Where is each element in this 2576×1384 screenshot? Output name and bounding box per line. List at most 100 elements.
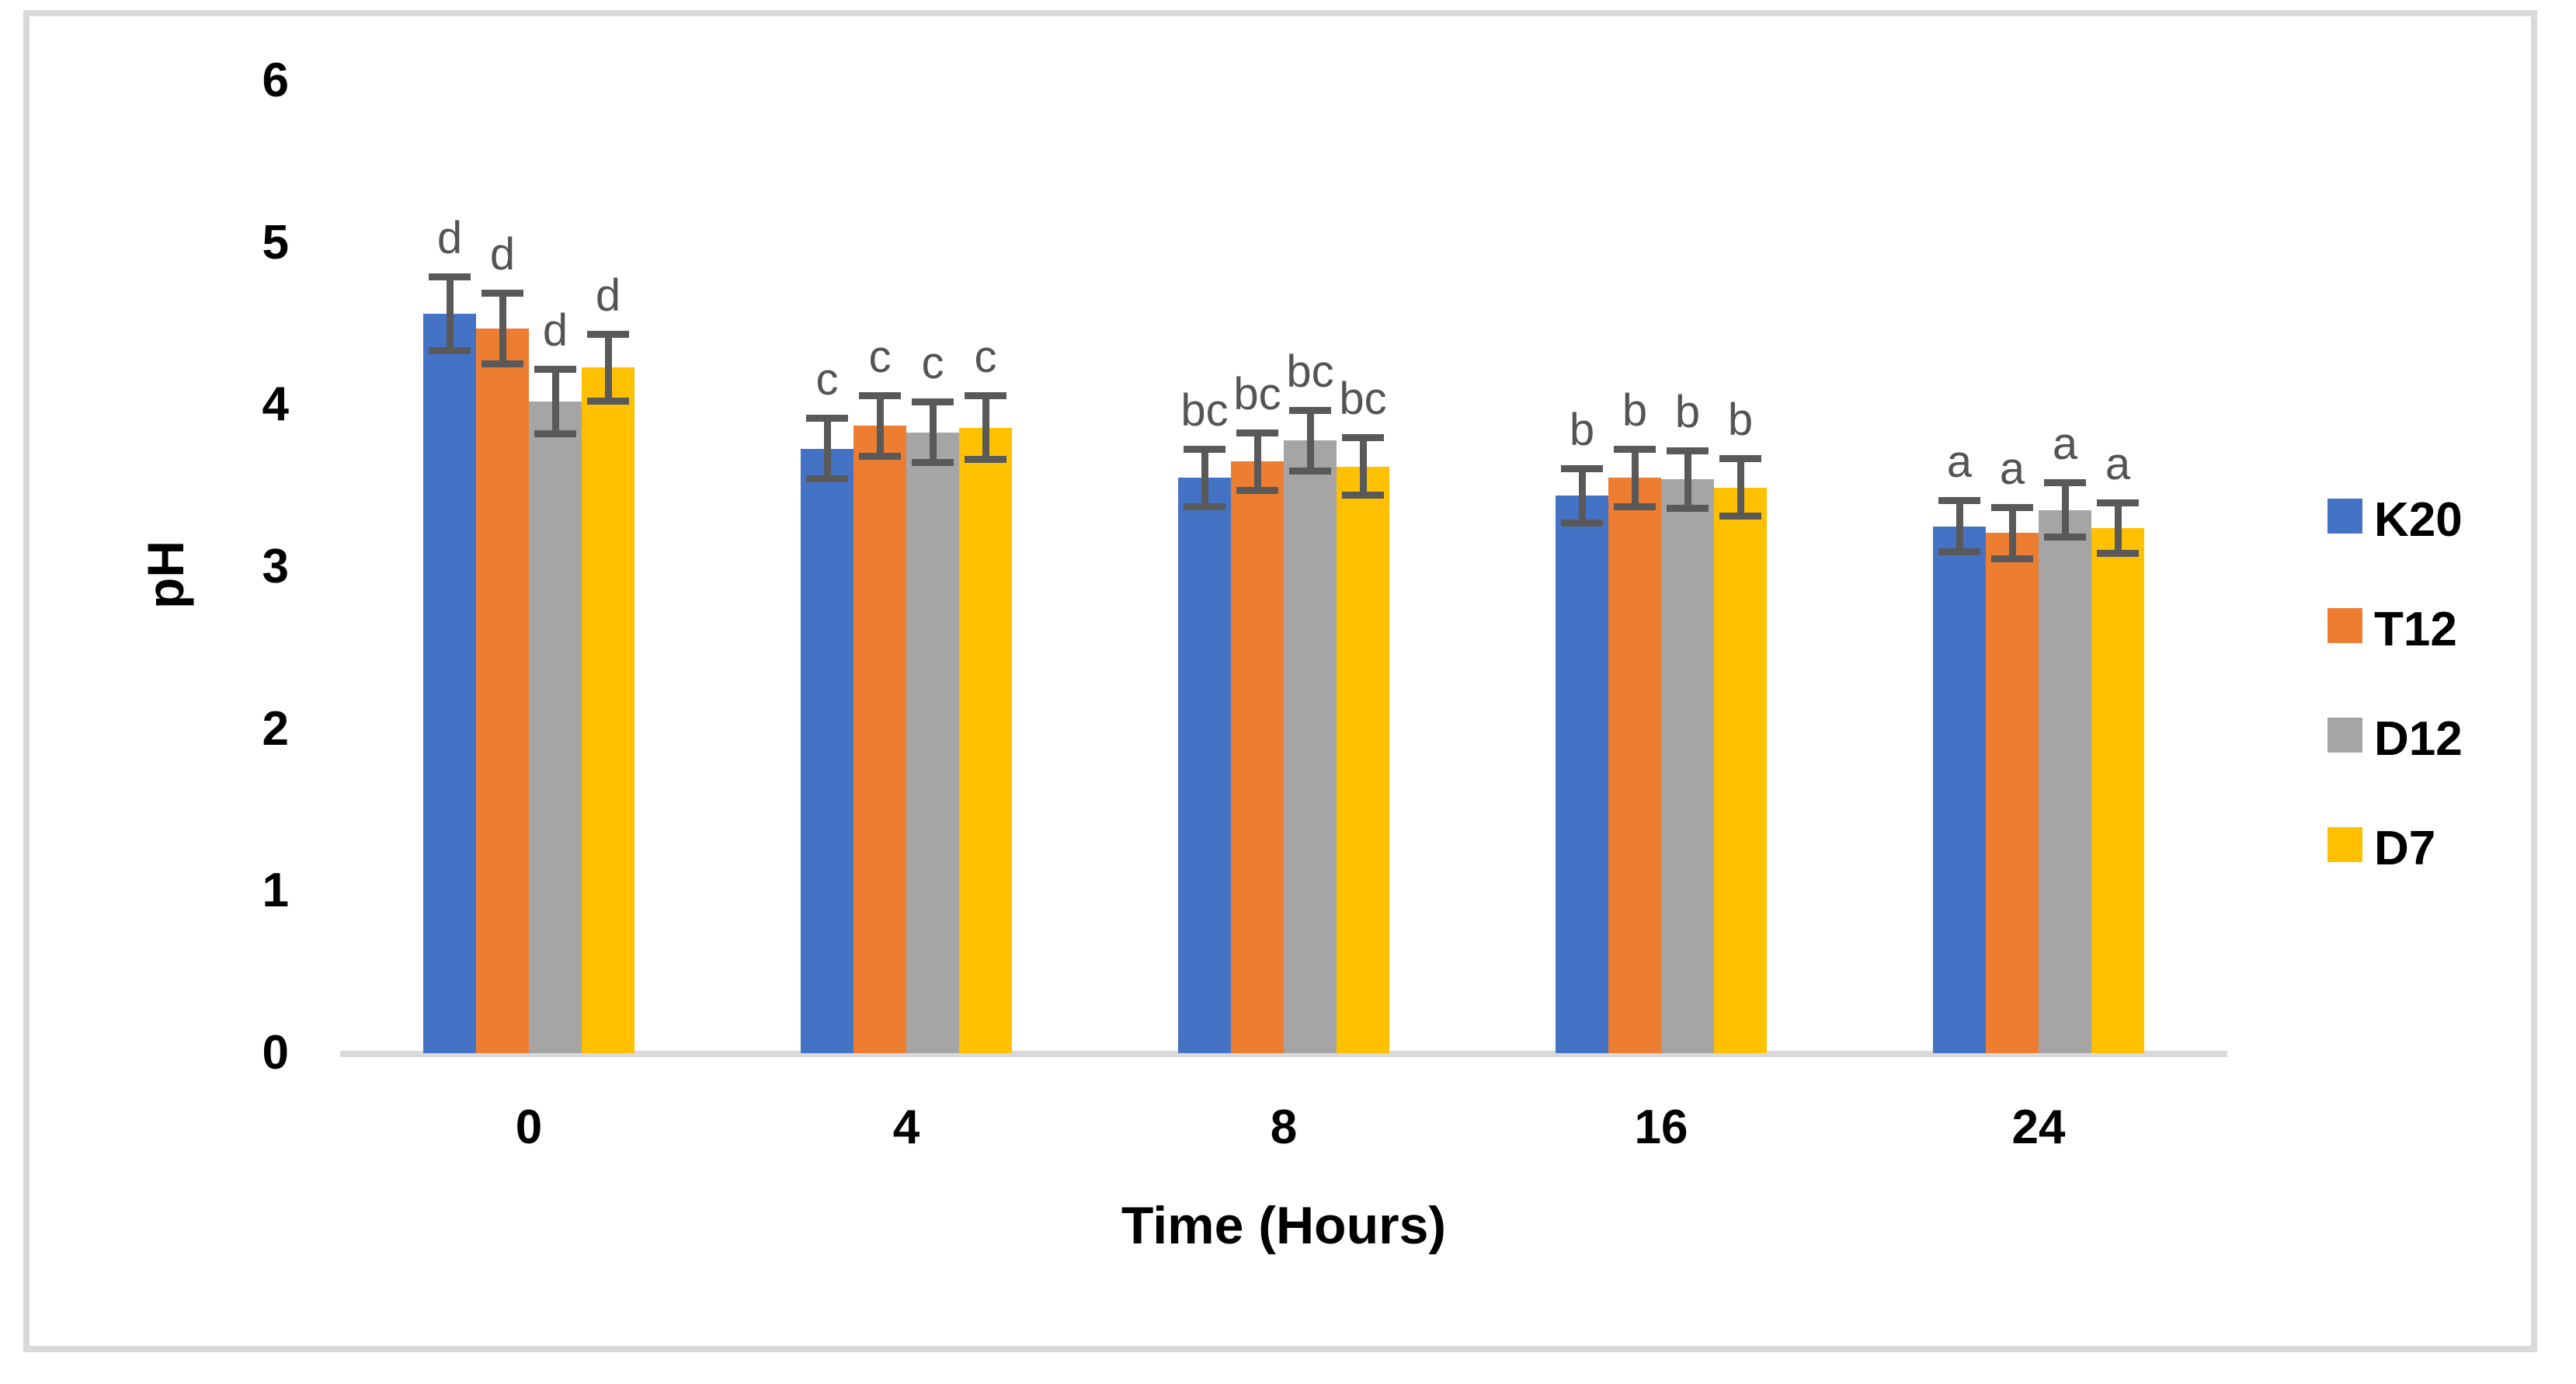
significance-letter-K20-24: a [1946, 436, 1973, 488]
error-bar-D12-24 [2061, 482, 2069, 538]
y-tick-label-5: 5 [262, 215, 289, 269]
y-tick-label-3: 3 [262, 539, 289, 593]
error-cap-top-D12-0 [534, 366, 576, 374]
error-cap-bottom-K20-0 [429, 347, 471, 355]
y-tick-label-2: 2 [262, 701, 289, 756]
error-cap-top-K20-0 [429, 273, 471, 281]
error-cap-bottom-D7-16 [1719, 513, 1761, 520]
error-cap-bottom-D12-0 [534, 429, 576, 437]
error-bar-T12-4 [876, 395, 884, 457]
significance-letter-D12-24: a [2052, 419, 2078, 470]
error-cap-top-D7-16 [1719, 455, 1761, 463]
error-bar-T12-8 [1253, 432, 1261, 491]
error-cap-bottom-D7-4 [965, 456, 1006, 464]
error-bar-K20-24 [1955, 500, 1963, 553]
error-cap-top-D7-8 [1342, 434, 1384, 442]
bar-K20-24 [1933, 526, 1986, 1053]
error-bar-D7-0 [604, 333, 612, 402]
significance-letter-T12-24: a [1999, 443, 2025, 494]
bar-D7-16 [1714, 487, 1767, 1053]
error-cap-bottom-D7-24 [2097, 550, 2139, 558]
significance-letter-T12-0: d [489, 229, 516, 280]
significance-letter-D7-0: d [595, 269, 621, 321]
significance-letter-K20-0: d [436, 213, 463, 264]
x-axis-title: Time (Hours) [1121, 1196, 1447, 1255]
legend-swatch-K20 [2327, 499, 2362, 534]
error-cap-bottom-D7-0 [587, 398, 629, 405]
x-tick-label-8: 8 [1270, 1101, 1298, 1154]
error-bar-K20-4 [823, 418, 831, 480]
error-cap-top-D7-4 [965, 391, 1006, 399]
bar-D12-0 [529, 402, 582, 1053]
error-cap-bottom-D7-8 [1342, 492, 1384, 499]
bar-K20-16 [1556, 496, 1608, 1053]
significance-letter-D12-0: d [542, 305, 568, 356]
legend-swatch-T12 [2327, 608, 2362, 643]
bar-D7-0 [582, 367, 634, 1053]
error-bar-D7-16 [1736, 458, 1744, 517]
bar-K20-8 [1178, 478, 1231, 1053]
significance-letter-K20-8: bc [1180, 384, 1229, 436]
significance-letter-T12-4: c [868, 331, 892, 382]
y-tick-label-4: 4 [262, 377, 289, 432]
error-bar-D7-8 [1359, 437, 1367, 496]
x-tick-label-0: 0 [515, 1101, 543, 1154]
significance-letter-D12-16: b [1674, 386, 1701, 437]
significance-letter-T12-8: bc [1233, 368, 1281, 419]
significance-letter-D12-4: c [921, 338, 944, 389]
error-bar-K20-16 [1578, 468, 1586, 523]
error-cap-bottom-T12-0 [481, 360, 523, 368]
significance-letter-D7-4: c [974, 331, 997, 382]
error-cap-top-D12-24 [2044, 479, 2086, 487]
error-cap-bottom-D12-8 [1289, 467, 1331, 475]
bar-D12-8 [1284, 440, 1337, 1053]
error-bar-D12-8 [1306, 409, 1314, 471]
error-cap-bottom-T12-8 [1236, 486, 1278, 494]
x-tick-label-16: 16 [1634, 1101, 1688, 1154]
x-tick-label-4: 4 [892, 1101, 920, 1154]
error-bar-K20-8 [1201, 448, 1208, 507]
error-cap-bottom-D12-24 [2044, 534, 2086, 541]
error-cap-bottom-T12-4 [859, 453, 901, 461]
error-cap-bottom-T12-24 [1991, 555, 2033, 562]
significance-letter-D7-16: b [1727, 395, 1754, 446]
error-cap-top-D12-4 [912, 398, 954, 406]
legend-label-D7: D7 [2374, 822, 2436, 875]
y-tick-label-0: 0 [262, 1026, 289, 1080]
bar-K20-4 [801, 448, 853, 1053]
bar-D12-4 [906, 432, 959, 1053]
significance-letter-T12-16: b [1622, 384, 1648, 436]
error-cap-top-K20-8 [1184, 445, 1225, 453]
bar-T12-16 [1608, 478, 1661, 1053]
error-cap-top-D12-16 [1667, 447, 1709, 454]
bar-T12-24 [1986, 533, 2039, 1053]
error-bar-T12-16 [1631, 448, 1639, 507]
error-cap-top-D7-0 [587, 330, 629, 338]
error-cap-top-K20-4 [806, 415, 848, 422]
legend-label-K20: K20 [2374, 493, 2463, 547]
error-cap-bottom-K20-16 [1561, 519, 1603, 527]
bar-D12-16 [1661, 479, 1714, 1053]
bar-K20-0 [423, 314, 476, 1053]
y-tick-label-6: 6 [262, 53, 289, 107]
bar-D7-24 [2091, 527, 2144, 1053]
significance-letter-D7-24: a [2105, 438, 2131, 489]
bar-T12-0 [476, 329, 529, 1053]
error-cap-bottom-T12-16 [1614, 502, 1656, 510]
bar-T12-4 [853, 426, 906, 1053]
error-cap-top-D7-24 [2097, 499, 2139, 506]
error-cap-top-T12-8 [1236, 429, 1278, 436]
bar-D7-4 [959, 427, 1012, 1053]
x-axis-line [340, 1051, 2227, 1057]
bar-D7-8 [1337, 466, 1389, 1053]
x-tick-label-24: 24 [2011, 1101, 2066, 1154]
legend-label-T12: T12 [2374, 603, 2457, 656]
error-bar-D7-4 [982, 395, 989, 461]
error-cap-top-D12-8 [1289, 406, 1331, 414]
error-cap-top-K20-24 [1938, 497, 1980, 505]
bar-T12-8 [1231, 461, 1284, 1053]
y-tick-label-1: 1 [262, 864, 289, 918]
error-bar-D12-16 [1684, 450, 1691, 509]
significance-letter-D7-8: bc [1339, 374, 1387, 425]
